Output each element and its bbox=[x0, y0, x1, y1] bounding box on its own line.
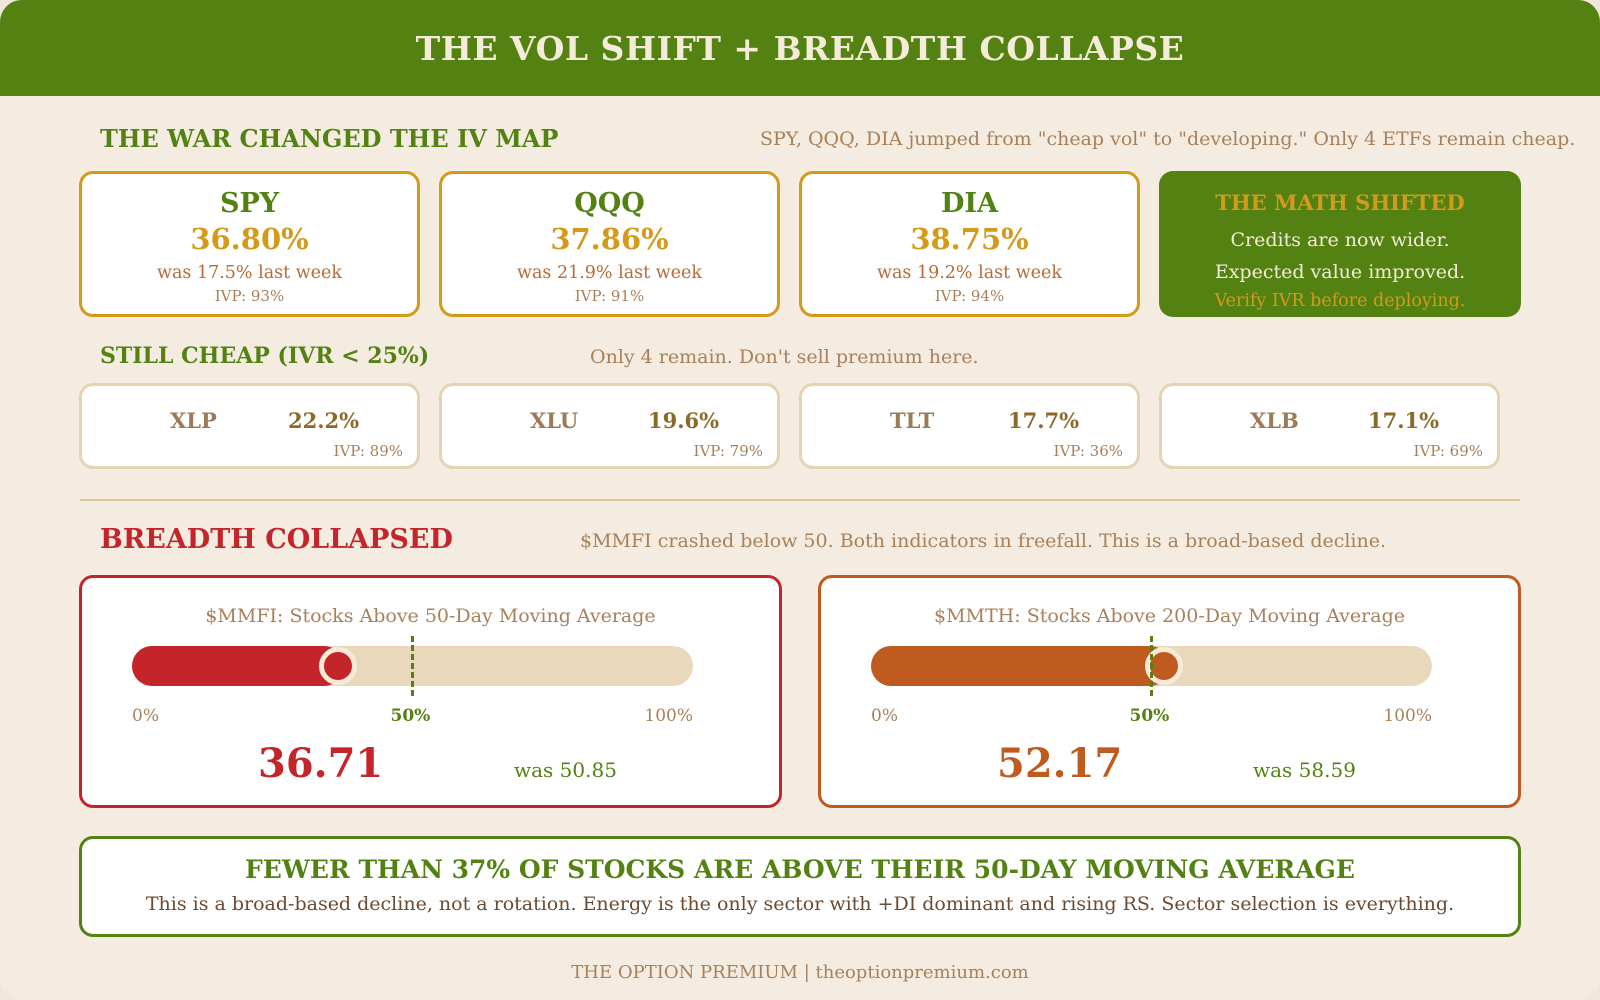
breadth-card-mmfi: $MMFI: Stocks Above 50-Day Moving Averag… bbox=[79, 575, 782, 808]
cheap-value: 17.1% bbox=[1368, 408, 1440, 433]
cheap-card-xlu: XLU 19.6% IVP: 79% bbox=[439, 383, 780, 469]
iv-section-title: THE WAR CHANGED THE IV MAP bbox=[100, 124, 559, 153]
cheap-ticker: XLU bbox=[530, 408, 579, 433]
gauge-tick-min: 0% bbox=[871, 706, 898, 726]
cheap-value: 17.7% bbox=[1008, 408, 1080, 433]
math-card-title: THE MATH SHIFTED bbox=[1215, 190, 1465, 215]
gauge-label: $MMTH: Stocks Above 200-Day Moving Avera… bbox=[934, 605, 1405, 627]
iv-card-spy: SPY 36.80% was 17.5% last week IVP: 93% bbox=[79, 171, 420, 317]
cheap-ivp: IVP: 69% bbox=[1413, 442, 1483, 460]
cheap-ivp: IVP: 79% bbox=[693, 442, 763, 460]
cheap-value: 19.6% bbox=[648, 408, 720, 433]
cheap-section-title: STILL CHEAP (IVR < 25%) bbox=[100, 343, 430, 369]
math-card-line-2: Expected value improved. bbox=[1214, 261, 1466, 283]
iv-ticker: DIA bbox=[941, 188, 998, 219]
breadth-card-mmth: $MMTH: Stocks Above 200-Day Moving Avera… bbox=[818, 575, 1521, 808]
cheap-ticker: XLB bbox=[1250, 408, 1299, 433]
conclusion-banner: FEWER THAN 37% OF STOCKS ARE ABOVE THEIR… bbox=[79, 836, 1521, 937]
iv-percentile: IVP: 93% bbox=[214, 287, 285, 305]
gauge-tick-mid: 50% bbox=[1129, 706, 1170, 726]
iv-percentile: IVP: 94% bbox=[934, 287, 1005, 305]
iv-previous: was 19.2% last week bbox=[876, 263, 1062, 283]
gauge-value: 52.17 bbox=[997, 740, 1123, 787]
cheap-ivp: IVP: 36% bbox=[1053, 442, 1123, 460]
section-divider bbox=[80, 499, 1520, 501]
gauge-knob bbox=[318, 647, 357, 685]
breadth-section-title: BREADTH COLLAPSED bbox=[100, 524, 453, 555]
cheap-card-tlt: TLT 17.7% IVP: 36% bbox=[799, 383, 1140, 469]
page-title: THE VOL SHIFT + BREADTH COLLAPSE bbox=[415, 28, 1185, 68]
cheap-ticker: TLT bbox=[890, 408, 935, 433]
gauge-tick-max: 100% bbox=[1383, 706, 1432, 726]
math-shifted-card: THE MATH SHIFTED Credits are now wider. … bbox=[1159, 171, 1521, 317]
iv-card-qqq: QQQ 37.86% was 21.9% last week IVP: 91% bbox=[439, 171, 780, 317]
banner-title: FEWER THAN 37% OF STOCKS ARE ABOVE THEIR… bbox=[245, 855, 1355, 884]
gauge-previous: was 50.85 bbox=[514, 758, 617, 782]
math-card-line-1: Credits are now wider. bbox=[1230, 229, 1450, 251]
cheap-ivp: IVP: 89% bbox=[333, 442, 403, 460]
gauge-tick-max: 100% bbox=[644, 706, 693, 726]
iv-section-subtitle: SPY, QQQ, DIA jumped from "cheap vol" to… bbox=[760, 128, 1576, 150]
gauge-threshold-marker bbox=[411, 636, 414, 696]
iv-previous: was 21.9% last week bbox=[516, 263, 702, 283]
gauge-previous: was 58.59 bbox=[1253, 758, 1356, 782]
cheap-ticker: XLP bbox=[170, 408, 217, 433]
iv-value: 36.80% bbox=[190, 222, 309, 256]
footer-credit: THE OPTION PREMIUM | theoptionpremium.co… bbox=[571, 962, 1029, 983]
gauge-fill bbox=[871, 646, 1170, 686]
math-card-warning: Verify IVR before deploying. bbox=[1214, 291, 1466, 311]
banner-text: This is a broad-based decline, not a rot… bbox=[145, 893, 1455, 915]
gauge-threshold-marker bbox=[1150, 636, 1153, 696]
gauge-tick-mid: 50% bbox=[390, 706, 431, 726]
gauge-tick-min: 0% bbox=[132, 706, 159, 726]
cheap-value: 22.2% bbox=[288, 408, 360, 433]
iv-card-dia: DIA 38.75% was 19.2% last week IVP: 94% bbox=[799, 171, 1140, 317]
gauge-label: $MMFI: Stocks Above 50-Day Moving Averag… bbox=[205, 605, 656, 627]
iv-previous: was 17.5% last week bbox=[156, 263, 342, 283]
breadth-section-subtitle: $MMFI crashed below 50. Both indicators … bbox=[580, 530, 1387, 552]
header-banner: THE VOL SHIFT + BREADTH COLLAPSE bbox=[0, 0, 1600, 96]
gauge-fill bbox=[132, 646, 344, 686]
iv-value: 38.75% bbox=[910, 222, 1029, 256]
iv-ticker: SPY bbox=[219, 188, 280, 219]
cheap-section-subtitle: Only 4 remain. Don't sell premium here. bbox=[590, 346, 979, 368]
iv-ticker: QQQ bbox=[574, 188, 645, 219]
gauge-value: 36.71 bbox=[258, 740, 384, 787]
iv-value: 37.86% bbox=[550, 222, 669, 256]
iv-percentile: IVP: 91% bbox=[574, 287, 645, 305]
cheap-card-xlb: XLB 17.1% IVP: 69% bbox=[1159, 383, 1500, 469]
cheap-card-xlp: XLP 22.2% IVP: 89% bbox=[79, 383, 420, 469]
